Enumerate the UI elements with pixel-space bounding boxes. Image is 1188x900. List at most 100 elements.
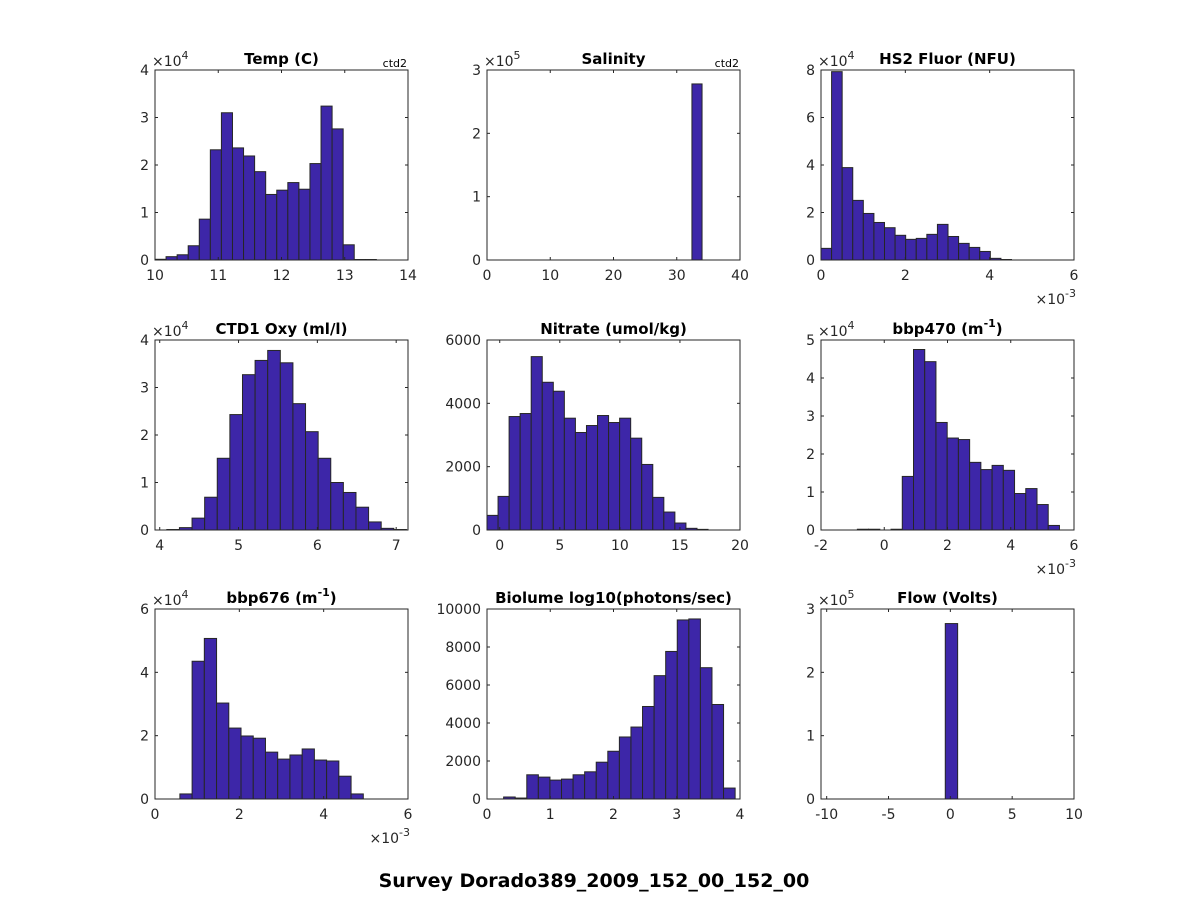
histogram-bar [584,771,597,800]
histogram-bar [653,675,667,800]
y-exponent-base: ×10 [152,324,182,340]
histogram-bar [563,417,576,531]
x-tick-label: 4 [736,807,745,823]
histogram-bar [530,356,543,531]
x-tick-label: 11 [209,268,227,284]
histogram-bar [688,618,701,800]
histogram-bar [913,349,926,531]
histogram-bar [220,112,233,261]
histogram-bar [216,702,230,800]
y-exponent-power: 4 [848,49,855,62]
panel-title: Biolume log10(photons/sec) [495,589,732,607]
x-tick-label: 20 [731,538,749,554]
figure-title: Survey Dorado389_2009_152_00_152_00 [378,870,810,892]
histogram-bar [642,705,655,800]
y-tick-label: 6 [806,111,815,127]
histogram-bar [820,247,833,261]
y-tick-label: 2 [806,206,815,222]
histogram-nitrate-umol-kg: 0 5 10 15 20 0 2000 4000 6000 Nitrate (umol/kg) [445,320,749,554]
histogram-bar [320,105,333,261]
panel-title: bbp676 (m-1) [226,586,336,607]
histogram-biolume-log10-photons-sec: 0 1 2 3 4 0 2000 4000 6000 8000 10000 Biolume log10… [436,589,744,823]
panel-title-superscript: -1 [318,586,330,599]
panel-title-text: Temp (C) [244,50,319,68]
axes-box [154,608,409,800]
histogram-bar [204,496,218,531]
histogram-bar [526,774,539,800]
histogram-bar [267,349,281,531]
histogram-bar [691,83,703,261]
histogram-bar [350,793,364,800]
histogram-bar [240,735,254,800]
x-tick-label: 5 [234,538,243,554]
panel-title-superscript: -1 [984,317,996,330]
y-tick-label: 0 [472,792,481,808]
histogram-bar [630,726,644,800]
histogram-bar [191,517,206,531]
histogram-bar [979,250,991,261]
y-tick-label: 6000 [445,678,481,694]
histogram-bar [276,189,289,261]
histogram-bar [243,155,256,261]
histogram-bar [665,650,678,800]
histogram-bar [652,496,665,531]
x-tick-label: 5 [1008,807,1017,823]
histogram-bar [552,390,565,531]
x-tick-label: 2 [235,807,244,823]
y-exponent-base: ×10 [484,54,514,70]
panel-title: CTD1 Oxy (ml/l) [216,320,348,338]
panel-title-text: Biolume log10(photons/sec) [495,589,732,607]
y-tick-label: 8 [806,63,815,79]
y-exponent-power: 4 [182,49,189,62]
panel-title: Nitrate (umol/kg) [540,320,687,338]
panel-title: Flow (Volts) [897,589,998,607]
panel-title-text: Nitrate (umol/kg) [540,320,687,338]
histogram-bar [926,233,938,261]
y-exponent-base: ×10 [818,324,848,340]
y-tick-label: 6 [140,602,149,618]
x-tick-label: 0 [483,268,492,284]
histogram-bar [301,748,315,800]
y-tick-label: 2000 [445,754,481,770]
y-tick-label: 4 [140,665,149,681]
histogram-bar [924,361,937,531]
histogram-bar [519,413,532,531]
axes-box [820,608,1075,800]
y-tick-label: 3 [140,111,149,127]
x-tick-label: 6 [404,807,413,823]
x-tick-label: 10 [611,538,629,554]
x-exponent-label: ×10-3 [369,826,410,847]
x-tick-label: 4 [155,538,164,554]
histogram-bar [338,775,352,800]
histogram-bar [946,437,959,531]
histogram-bar [723,787,736,800]
x-exponent-base: ×10 [1035,562,1065,578]
x-tick-label: -10 [815,807,838,823]
y-tick-label: 6000 [445,333,481,349]
histogram-bar [831,71,843,261]
histogram-bar [497,495,510,531]
x-tick-label: 0 [880,538,889,554]
histogram-salinity: 0 10 20 30 40 0 1 2 3×105 Salinity ctd2 [472,49,749,284]
x-tick-label: 10 [541,268,559,284]
x-tick-label: 5 [555,538,564,554]
x-tick-label: 0 [483,807,492,823]
histogram-bar [326,760,340,800]
y-exponent-base: ×10 [152,54,182,70]
histogram-bar [595,761,609,800]
histogram-bar [279,362,294,531]
histogram-bar [1002,469,1016,531]
y-exponent-label: ×104 [152,319,189,340]
x-tick-label: 10 [1065,807,1083,823]
histogram-bar [980,469,993,531]
y-tick-label: 4000 [445,716,481,732]
x-tick-label: 0 [495,538,504,554]
y-tick-label: 1 [140,206,149,222]
histogram-bar [317,457,332,531]
y-tick-label: 2 [140,428,149,444]
histogram-bar [228,727,242,800]
histogram-bar [1014,493,1027,531]
histogram-bar [607,750,620,800]
y-tick-label: 0 [140,792,149,808]
